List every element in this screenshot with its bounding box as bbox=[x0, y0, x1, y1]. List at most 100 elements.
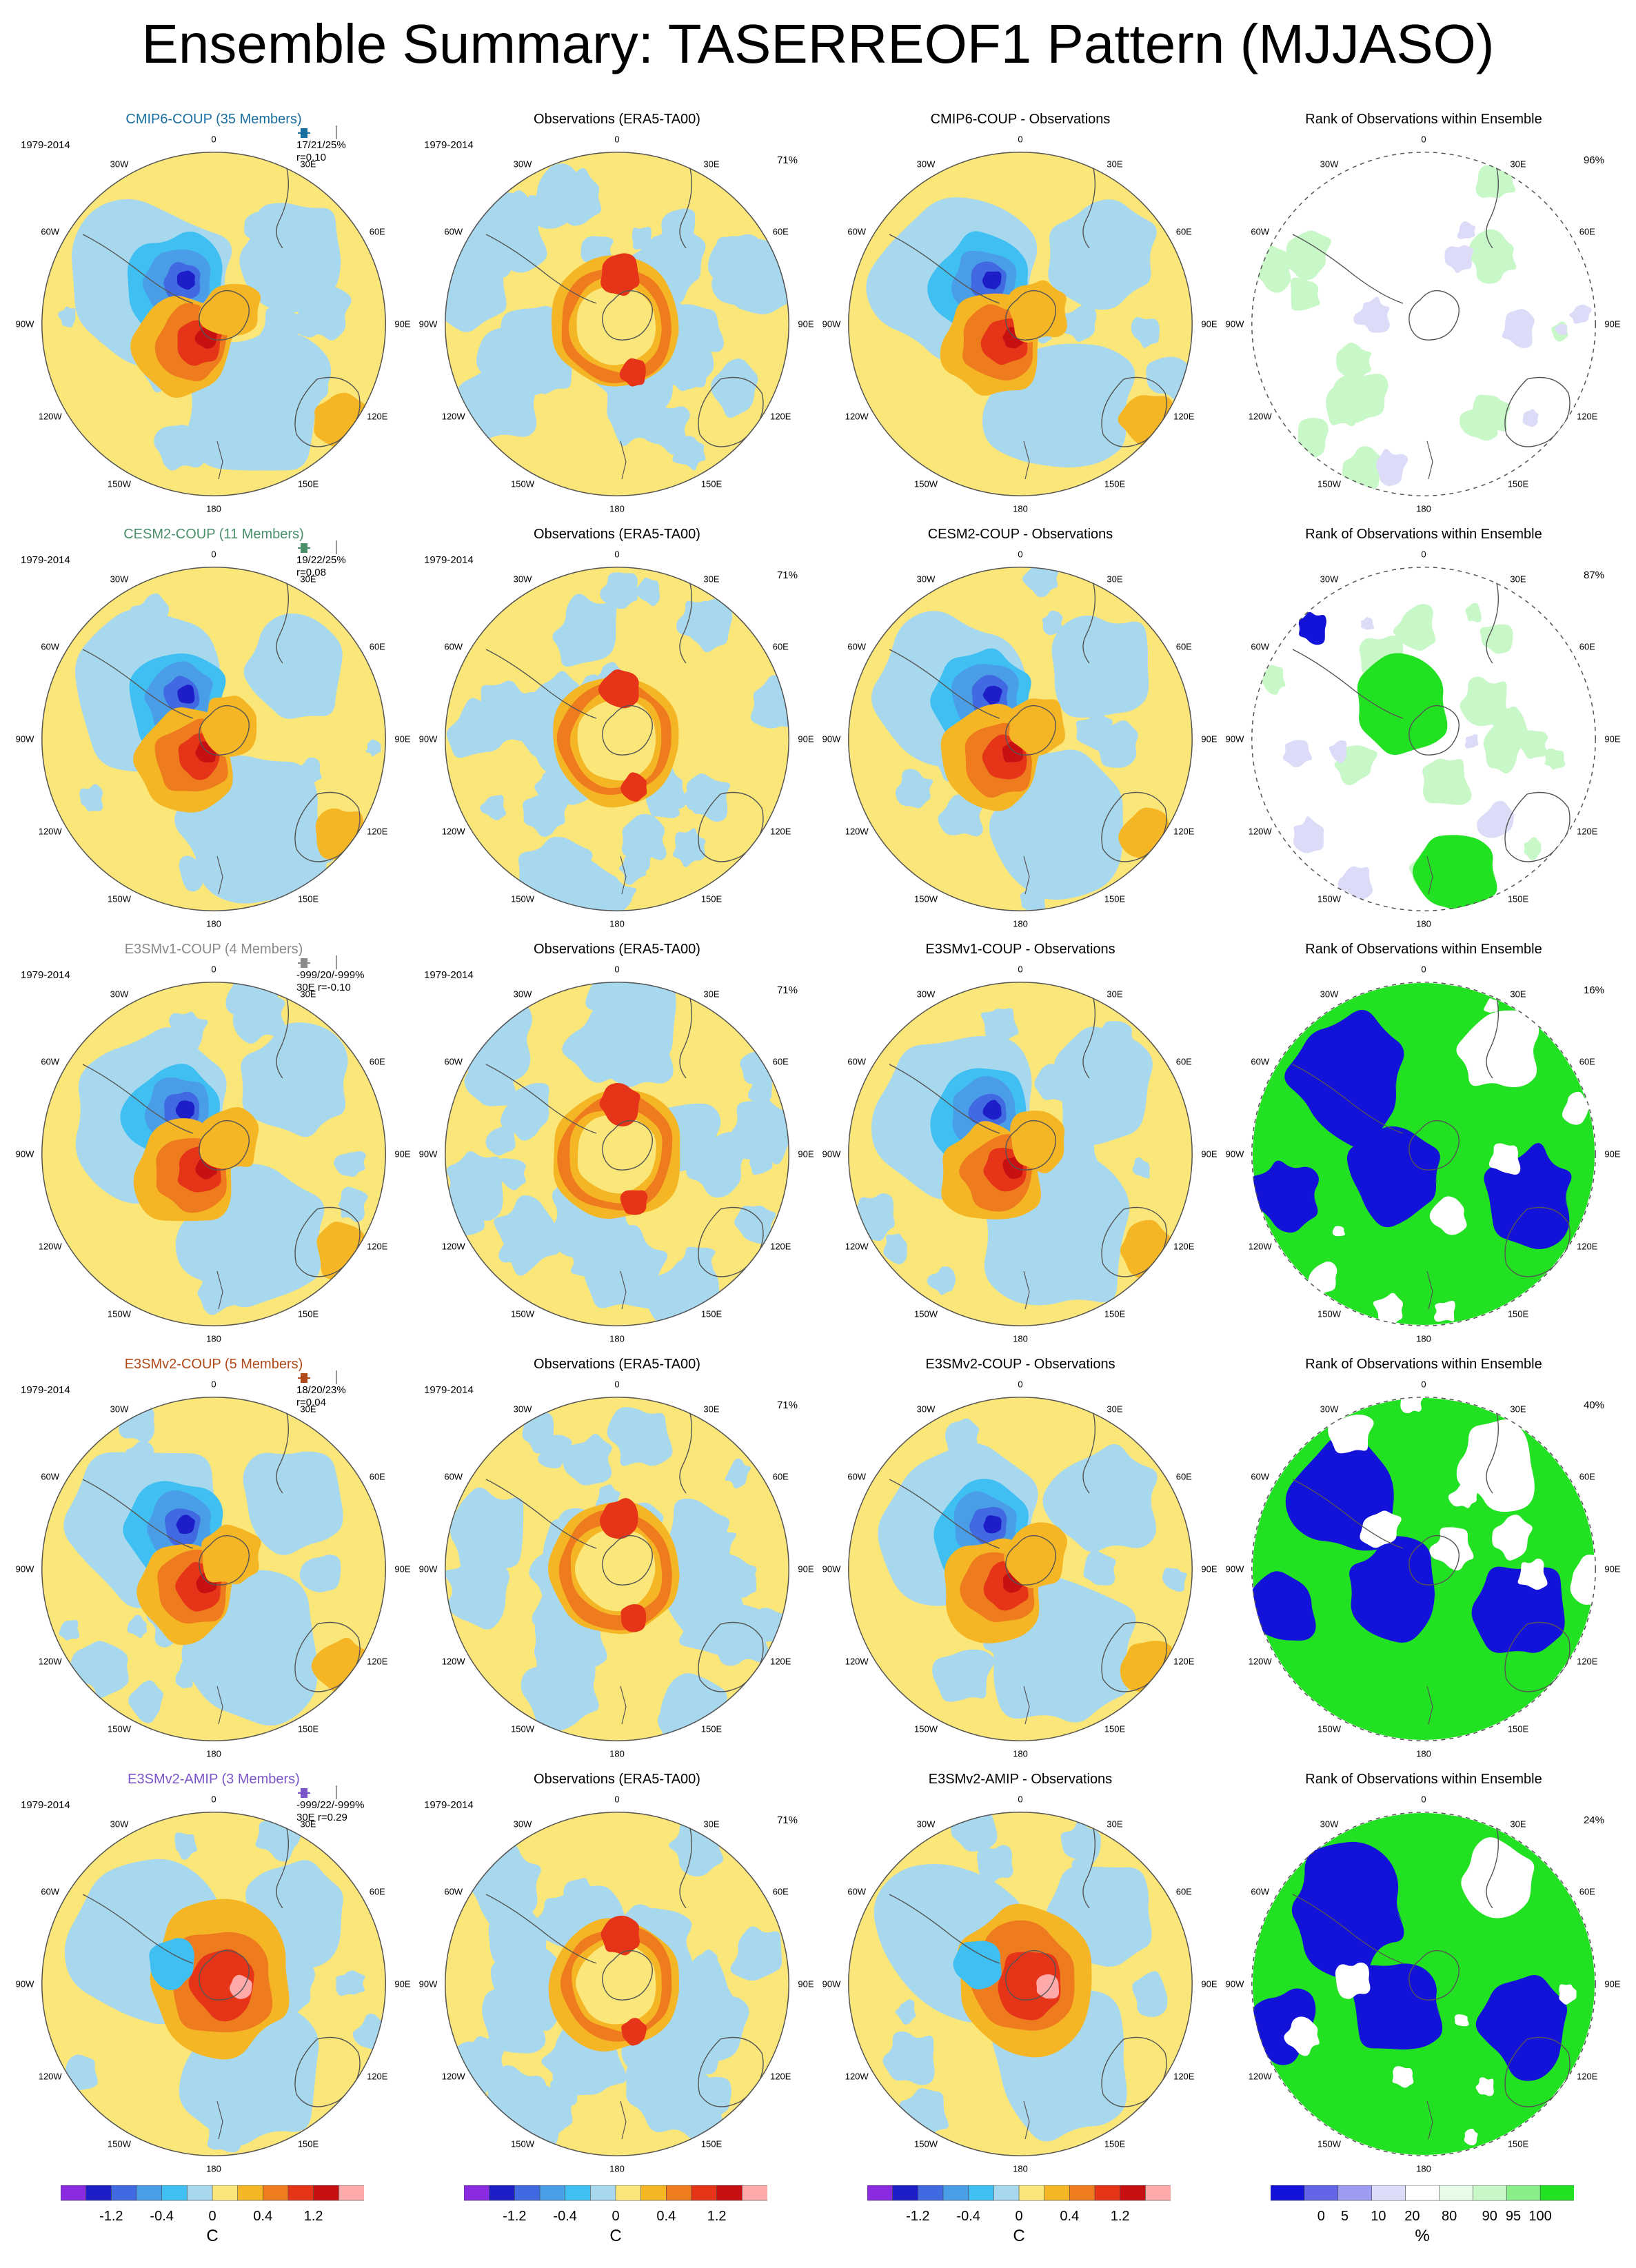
longitude-label: 90W bbox=[418, 1978, 438, 1989]
longitude-label: 90E bbox=[394, 1148, 411, 1160]
negative-anomaly-region bbox=[552, 594, 617, 667]
inner-region bbox=[577, 1115, 656, 1194]
longitude-label: 180 bbox=[1013, 503, 1028, 514]
stats-line-2: 30E r=0.29 bbox=[296, 1812, 347, 1823]
new-zealand-coastline bbox=[1426, 1270, 1433, 1310]
negative-anomaly-region bbox=[521, 1648, 599, 1731]
colorbar-tick-label: 0 bbox=[1015, 2209, 1023, 2224]
antarctica-coastline bbox=[1005, 1120, 1056, 1171]
rank-region-low bbox=[1569, 304, 1592, 324]
longitude-label: 120W bbox=[1248, 2071, 1272, 2082]
longitude-label: 120E bbox=[1173, 411, 1195, 422]
negative-anomaly-region bbox=[673, 828, 706, 867]
negative-anomaly-region bbox=[680, 1246, 716, 1275]
rank-region-mid bbox=[1461, 1837, 1535, 1918]
obs-map bbox=[445, 1812, 789, 2156]
longitude-label: 120E bbox=[367, 1241, 388, 1252]
model-map bbox=[41, 567, 386, 911]
negative-anomaly-region bbox=[1042, 1444, 1158, 1552]
colorbar-swatch bbox=[867, 2185, 893, 2201]
longitude-label: 90E bbox=[1604, 1148, 1621, 1160]
australia-coastline bbox=[1101, 376, 1167, 447]
negative-anomaly-region bbox=[179, 855, 205, 892]
longitude-label: 60W bbox=[41, 641, 60, 652]
rank-panel: Rank of Observations within Ensemble 96% 0… bbox=[1226, 110, 1621, 524]
rank-region-mid bbox=[1464, 2128, 1478, 2146]
longitude-label: 30E bbox=[300, 1819, 316, 1830]
new-zealand-coastline bbox=[620, 1270, 627, 1310]
africa-coastline bbox=[1486, 580, 1499, 664]
longitude-label: 150W bbox=[1317, 1723, 1341, 1734]
colorbar-swatch bbox=[691, 2185, 718, 2201]
longitude-label: 0 bbox=[614, 1379, 620, 1390]
map-boundary bbox=[41, 152, 386, 496]
longitude-label: 30W bbox=[1320, 989, 1339, 1000]
longitude-label: 30W bbox=[110, 1404, 129, 1415]
negative-anomaly-region bbox=[297, 310, 319, 338]
south-america-coastline bbox=[82, 234, 194, 304]
longitude-label: 30E bbox=[1510, 1819, 1526, 1830]
longitude-label: 120E bbox=[1173, 826, 1195, 837]
strong-negative-anomaly bbox=[983, 1515, 1002, 1534]
colorbar-swatch bbox=[489, 2185, 516, 2201]
negative-anomaly-region bbox=[297, 757, 322, 784]
longitude-label: 90W bbox=[15, 733, 34, 745]
longitude-label: 30W bbox=[110, 159, 129, 170]
strong-positive-anomaly bbox=[1002, 1156, 1023, 1179]
longitude-label: 180 bbox=[206, 1333, 221, 1344]
longitude-label: 60E bbox=[1579, 1886, 1595, 1897]
negative-anomaly-region bbox=[336, 1970, 365, 1996]
rank-panel: Rank of Observations within Ensemble 24% 0… bbox=[1226, 1770, 1621, 2184]
period-label: 1979-2014 bbox=[21, 1384, 70, 1396]
longitude-label: 150E bbox=[1104, 2138, 1126, 2149]
antarctica-coastline bbox=[199, 1120, 250, 1171]
new-zealand-coastline bbox=[1023, 441, 1030, 480]
negative-anomaly-region bbox=[79, 784, 103, 811]
longitude-label: 60W bbox=[444, 226, 463, 237]
africa-coastline bbox=[276, 580, 289, 664]
south-america-coastline bbox=[485, 649, 597, 719]
rank-region-low bbox=[1444, 245, 1474, 274]
colorbar-swatch bbox=[237, 2185, 264, 2201]
difference-panel: E3SMv2-COUP - Observations 0 30E 60E 90E 120E… bbox=[822, 1355, 1218, 1769]
rank-region-very-low bbox=[1349, 1536, 1435, 1643]
negative-anomaly-region bbox=[632, 227, 652, 250]
south-america-coastline bbox=[485, 1479, 597, 1549]
negative-anomaly-region bbox=[480, 795, 506, 820]
longitude-label: 90E bbox=[394, 1563, 411, 1575]
obs-map bbox=[445, 567, 789, 911]
colorbar-swatches bbox=[61, 2185, 364, 2201]
positive-anomaly-region bbox=[1010, 1111, 1065, 1173]
rank-region-mid bbox=[1328, 1415, 1374, 1454]
longitude-label: 30W bbox=[513, 1819, 532, 1830]
australia-coastline bbox=[698, 1206, 764, 1277]
model-panel: E3SMv2-AMIP (3 Members) 1979-2014 -999/22/… bbox=[16, 1770, 411, 2184]
longitude-label: 60E bbox=[1175, 641, 1192, 652]
panel-title: Observations (ERA5-TA00) bbox=[534, 112, 700, 127]
colorbar-swatch bbox=[1337, 2185, 1373, 2201]
australia-coastline bbox=[1101, 1621, 1167, 1692]
negative-anomaly-region bbox=[59, 1619, 80, 1641]
negative-anomaly-region bbox=[445, 1151, 503, 1221]
negative-anomaly-region bbox=[607, 1407, 673, 1466]
longitude-label: 150E bbox=[700, 2138, 723, 2149]
panel-title: CESM2-COUP - Observations bbox=[927, 527, 1113, 542]
panel-title: Observations (ERA5-TA00) bbox=[534, 942, 700, 957]
rank-region-mid bbox=[1448, 1479, 1480, 1508]
pattern-correlation-pct: 71% bbox=[776, 1814, 798, 1826]
strong-negative-anomaly bbox=[982, 1100, 1002, 1120]
longitude-label: 90W bbox=[418, 318, 438, 330]
negative-anomaly-region bbox=[174, 1832, 197, 1860]
colorbar-swatch bbox=[1473, 2185, 1508, 2201]
colorbar-tick-label: 1.2 bbox=[707, 2209, 727, 2224]
colorbar-swatch bbox=[61, 2185, 87, 2201]
longitude-label: 180 bbox=[1013, 1748, 1028, 1759]
longitude-label: 60E bbox=[772, 1886, 789, 1897]
period-label: 1979-2014 bbox=[424, 1799, 474, 1811]
ensemble-stats: 18/20/23% r=0.04 bbox=[296, 1384, 346, 1409]
rank-region-high bbox=[1342, 446, 1385, 489]
longitude-label: 30W bbox=[916, 1819, 936, 1830]
panel-title: Rank of Observations within Ensemble bbox=[1305, 942, 1542, 957]
new-zealand-coastline bbox=[1023, 1685, 1030, 1725]
longitude-label: 120W bbox=[1248, 1241, 1272, 1252]
